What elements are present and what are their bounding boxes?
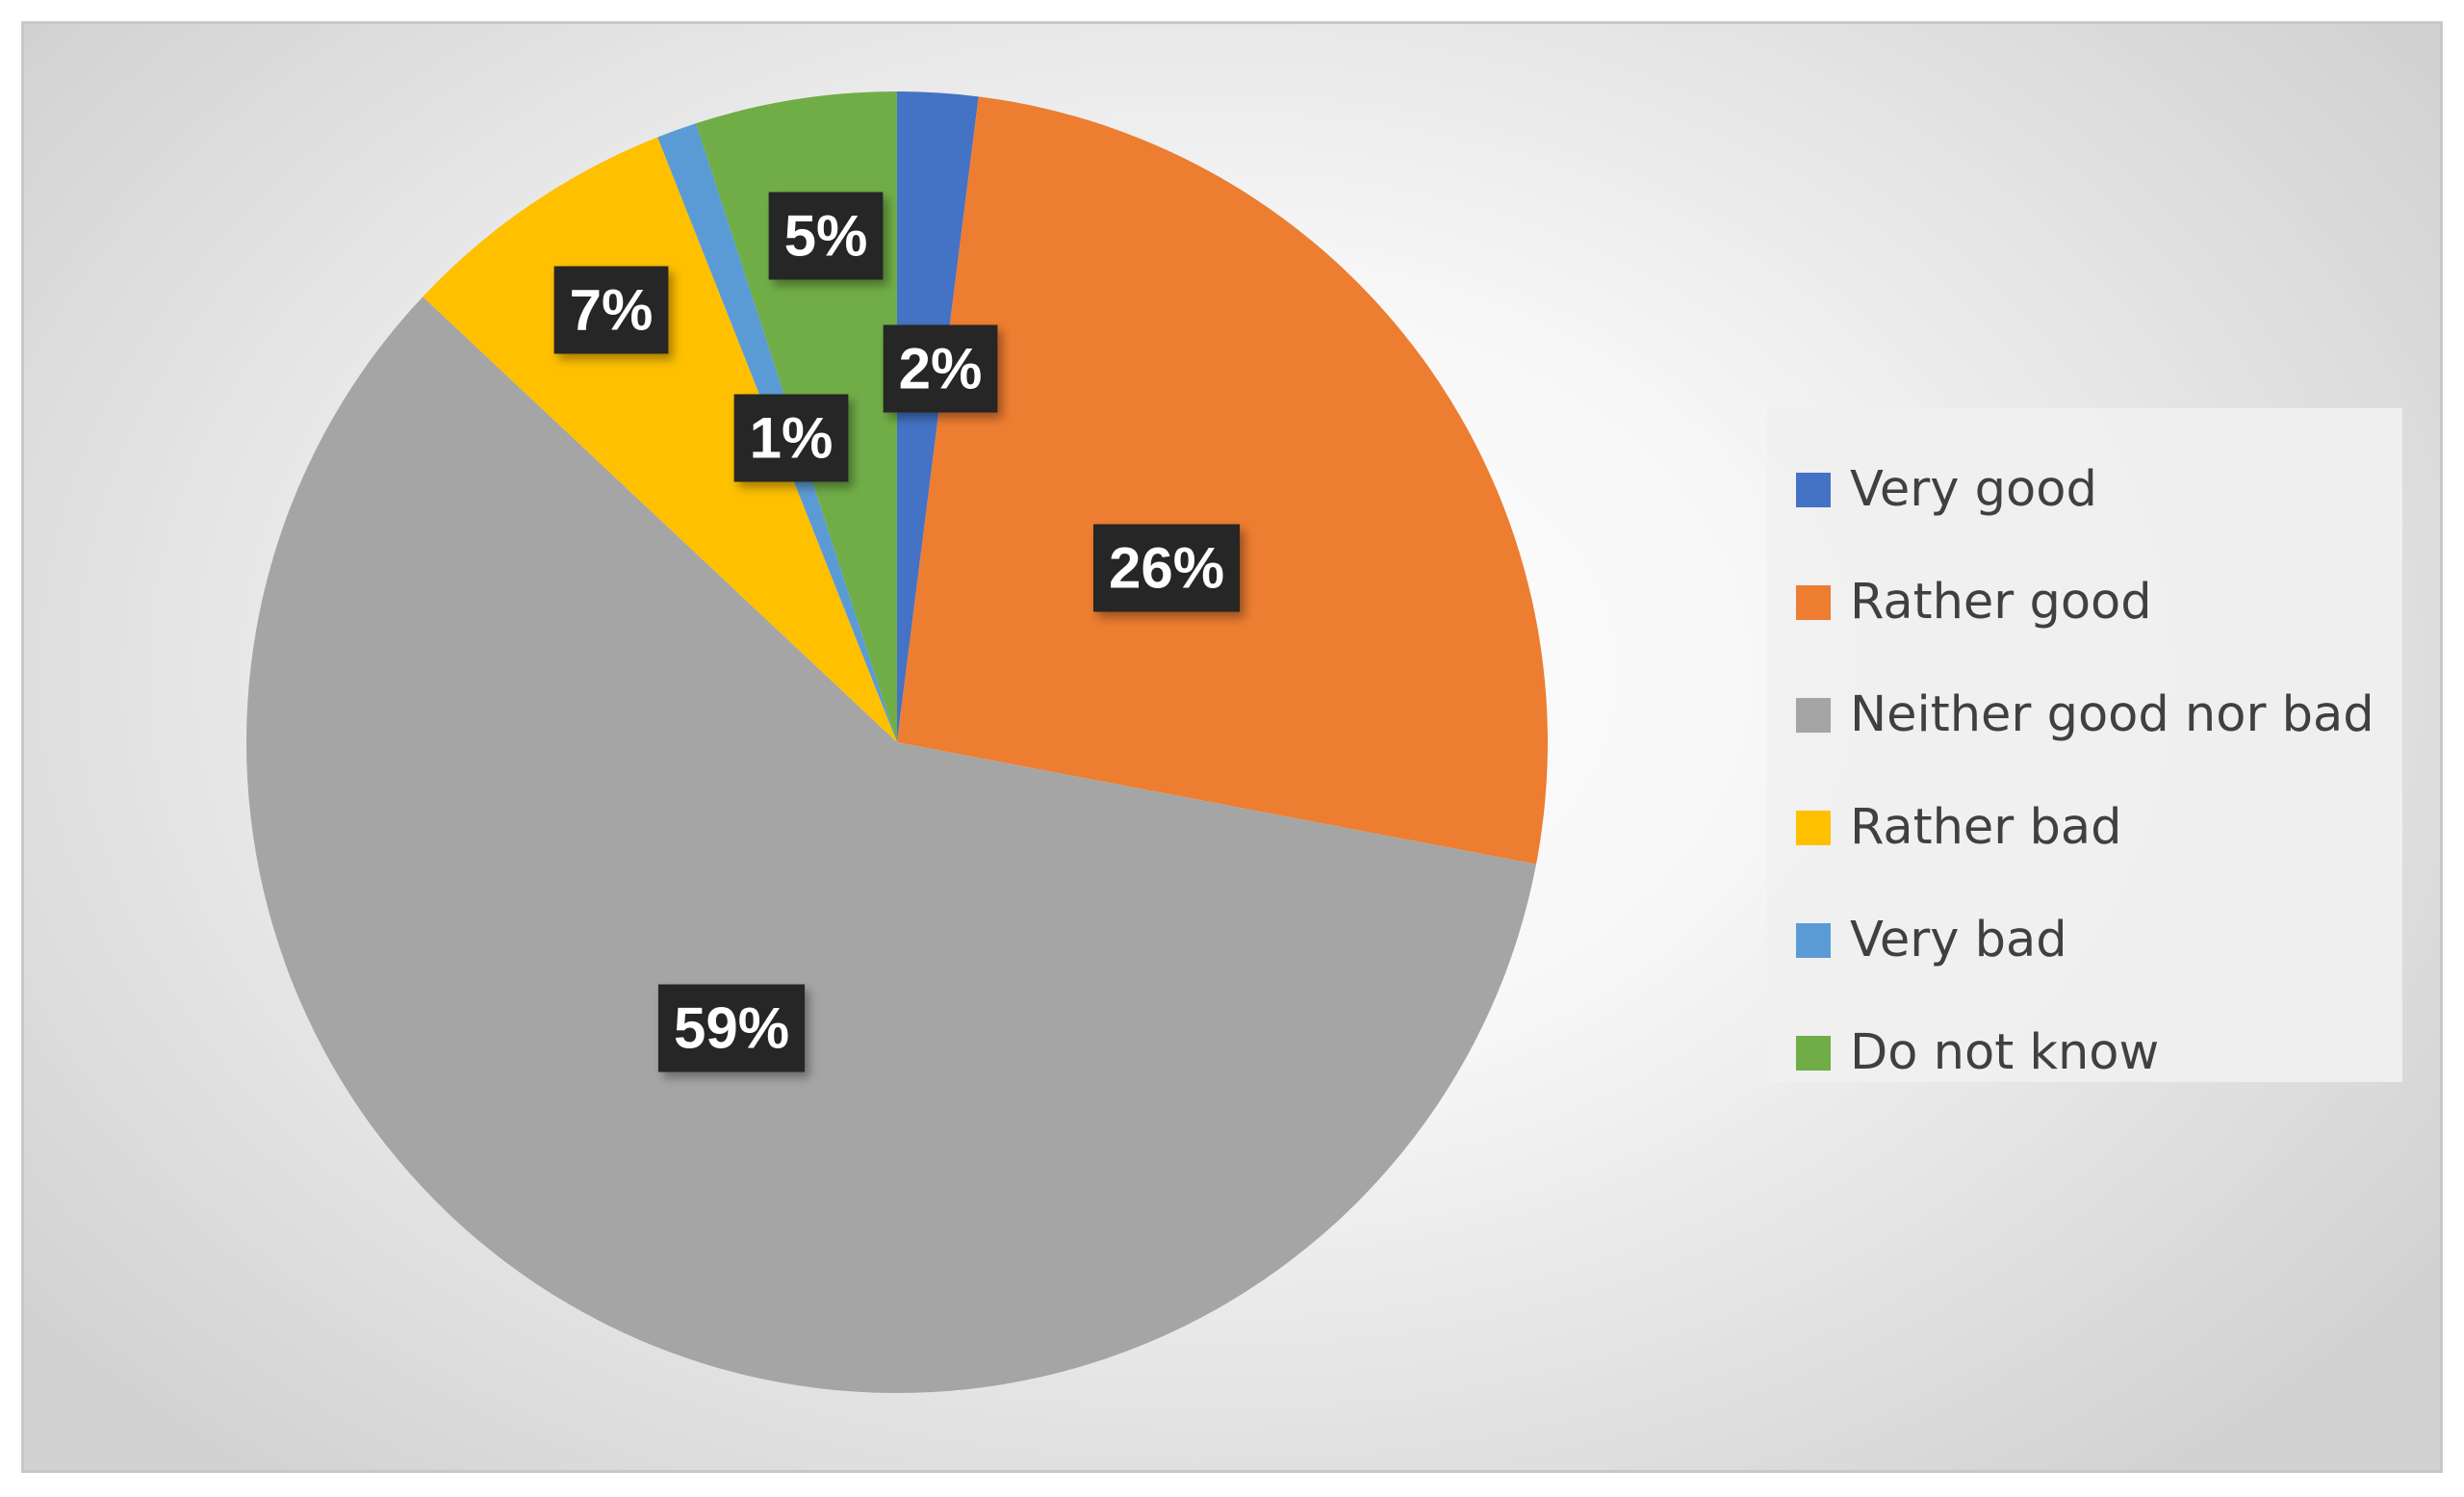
legend-swatch	[1796, 1035, 1831, 1071]
legend-item-very-bad: Very bad	[1796, 884, 2402, 996]
data-label-box	[883, 324, 998, 413]
data-labels: 2% 26% 59% 7% 1% 5%	[553, 192, 1241, 1072]
data-label-very-good: 2%	[883, 324, 998, 413]
pie-slice-rather-bad	[423, 137, 897, 743]
legend-label: Very good	[1850, 461, 2097, 518]
data-label-rather-good: 26%	[1092, 524, 1241, 612]
data-label-text: 7%	[570, 278, 654, 343]
data-label-text: 5%	[784, 204, 868, 269]
legend-swatch	[1796, 810, 1831, 845]
legend-swatch	[1796, 584, 1831, 620]
data-label-neither-good-nor-bad: 59%	[657, 984, 806, 1072]
legend-swatch	[1796, 697, 1831, 733]
legend-swatch	[1796, 922, 1831, 958]
data-label-text: 59%	[674, 996, 789, 1061]
data-label-text: 1%	[750, 406, 834, 471]
legend-item-rather-good: Rather good	[1796, 546, 2402, 658]
legend-item-neither-good-nor-bad: Neither good nor bad	[1796, 658, 2402, 771]
data-label-text: 26%	[1109, 536, 1224, 601]
pie-slice-neither-good-nor-bad	[246, 297, 1537, 1394]
data-label-do-not-know: 5%	[768, 192, 884, 280]
data-label-box	[553, 266, 669, 354]
legend-label: Rather good	[1850, 574, 2152, 631]
data-label-very-bad: 1%	[733, 394, 849, 482]
legend-label: Do not know	[1850, 1024, 2160, 1081]
pie-slice-rather-good	[897, 96, 1549, 865]
data-label-box	[1092, 524, 1241, 612]
pie-slices	[246, 91, 1549, 1394]
legend-label: Rather bad	[1850, 799, 2122, 856]
data-label-text: 2%	[899, 337, 983, 401]
data-label-box	[657, 984, 806, 1072]
pie-slice-very-good	[897, 91, 979, 742]
legend-swatch	[1796, 472, 1831, 507]
data-label-box	[733, 394, 849, 482]
legend: Very good Rather good Neither good nor bad…	[1767, 408, 2402, 1082]
legend-item-rather-bad: Rather bad	[1796, 771, 2402, 884]
data-label-box	[768, 192, 884, 280]
legend-item-very-good: Very good	[1796, 433, 2402, 546]
legend-label: Very bad	[1850, 912, 2067, 968]
data-label-rather-bad: 7%	[553, 266, 669, 354]
legend-label: Neither good nor bad	[1850, 686, 2374, 743]
legend-item-do-not-know: Do not know	[1796, 996, 2402, 1109]
